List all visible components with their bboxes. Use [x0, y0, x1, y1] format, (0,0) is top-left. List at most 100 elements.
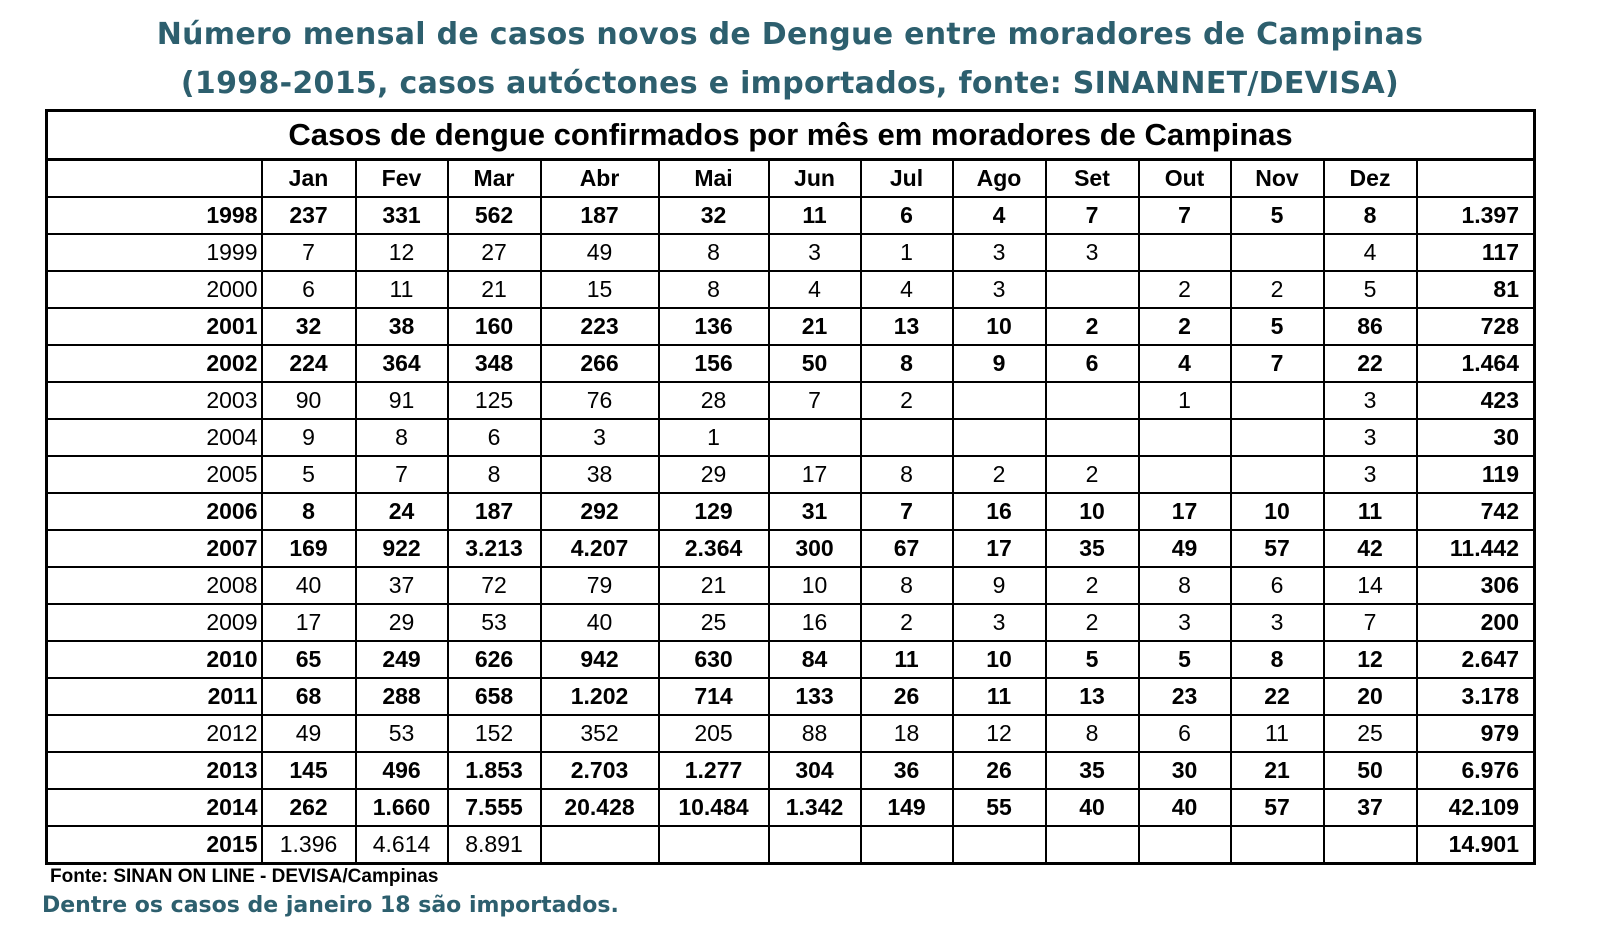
month-cell: 35 [1044, 751, 1140, 790]
total-cell: 979 [1415, 714, 1536, 753]
month-cell: 8 [1044, 714, 1140, 753]
column-header: Abr [539, 158, 660, 198]
month-cell: 10.484 [657, 788, 770, 827]
month-cell: 5 [1229, 307, 1325, 346]
total-cell: 1.397 [1415, 196, 1536, 235]
month-cell: 3 [1137, 603, 1232, 642]
table-row: 2009 17 29 53 40 25 16 2 3 2 3 3 7 200 [45, 603, 1536, 642]
year-cell: 2007 [45, 529, 263, 568]
month-cell [1137, 455, 1232, 494]
month-cell: 156 [657, 344, 770, 383]
month-cell: 8 [859, 566, 954, 605]
month-cell: 2 [1044, 603, 1140, 642]
column-header: Dez [1322, 158, 1418, 198]
table-row: 2005 5 7 8 38 29 17 8 2 2 3 119 [45, 455, 1536, 494]
month-cell: 1.277 [657, 751, 770, 790]
month-cell: 27 [446, 233, 542, 272]
page-title: Número mensal de casos novos de Dengue e… [156, 17, 1424, 52]
month-cell: 133 [767, 677, 862, 716]
month-cell: 67 [859, 529, 954, 568]
month-cell: 288 [354, 677, 449, 716]
year-cell: 1998 [45, 196, 263, 235]
month-cell: 12 [1322, 640, 1418, 679]
month-cell: 21 [1229, 751, 1325, 790]
month-cell: 11 [767, 196, 862, 235]
month-cell [859, 825, 954, 865]
month-cell: 136 [657, 307, 770, 346]
month-cell: 125 [446, 381, 542, 420]
month-cell: 8 [1229, 640, 1325, 679]
month-cell: 223 [539, 307, 660, 346]
month-cell [859, 418, 954, 457]
month-cell: 7 [1044, 196, 1140, 235]
month-cell: 32 [260, 307, 357, 346]
month-cell: 364 [354, 344, 449, 383]
source-note: Fonte: SINAN ON LINE - DEVISA/Campinas [50, 866, 439, 887]
month-cell: 25 [1322, 714, 1418, 753]
month-cell: 10 [951, 307, 1047, 346]
month-cell: 17 [1137, 492, 1232, 531]
month-cell: 37 [1322, 788, 1418, 827]
month-cell: 76 [539, 381, 660, 420]
month-cell: 160 [446, 307, 542, 346]
month-cell: 922 [354, 529, 449, 568]
month-cell: 36 [859, 751, 954, 790]
table-row: 2008 40 37 72 79 21 10 8 9 2 8 6 14 306 [45, 566, 1536, 605]
total-cell: 14.901 [1415, 825, 1536, 865]
month-cell: 50 [767, 344, 862, 383]
month-cell: 3 [951, 270, 1047, 309]
month-cell: 2 [1044, 455, 1140, 494]
month-cell: 2 [951, 455, 1047, 494]
total-cell: 6.976 [1415, 751, 1536, 790]
month-cell: 2 [1137, 270, 1232, 309]
month-cell: 8 [260, 492, 357, 531]
month-cell: 30 [1137, 751, 1232, 790]
month-cell: 237 [260, 196, 357, 235]
column-header: Ago [951, 158, 1047, 198]
month-cell: 2 [859, 381, 954, 420]
month-cell: 262 [260, 788, 357, 827]
month-cell: 42 [1322, 529, 1418, 568]
column-header [45, 158, 263, 198]
month-cell: 348 [446, 344, 542, 383]
month-cell: 11 [951, 677, 1047, 716]
year-cell: 2005 [45, 455, 263, 494]
month-cell: 5 [1322, 270, 1418, 309]
month-cell: 6 [859, 196, 954, 235]
table-row: 2000 6 11 21 15 8 4 4 3 2 2 5 81 [45, 270, 1536, 309]
total-cell: 200 [1415, 603, 1536, 642]
month-cell [1137, 418, 1232, 457]
column-header: Mar [446, 158, 542, 198]
table-row: 2002 224 364 348 266 156 50 8 9 6 4 7 22 1.464 [45, 344, 1536, 383]
month-cell: 13 [1044, 677, 1140, 716]
month-cell: 7 [354, 455, 449, 494]
month-cell [1137, 233, 1232, 272]
footnote: Dentre os casos de janeiro 18 são import… [42, 893, 619, 918]
month-cell: 40 [1044, 788, 1140, 827]
month-cell [767, 418, 862, 457]
month-cell: 300 [767, 529, 862, 568]
month-cell: 3 [539, 418, 660, 457]
month-cell: 38 [354, 307, 449, 346]
month-cell: 7 [1322, 603, 1418, 642]
month-cell: 21 [657, 566, 770, 605]
month-cell: 8 [446, 455, 542, 494]
month-cell: 13 [859, 307, 954, 346]
year-cell: 2015 [45, 825, 263, 865]
month-cell: 942 [539, 640, 660, 679]
month-cell: 224 [260, 344, 357, 383]
month-cell: 7 [859, 492, 954, 531]
month-cell: 26 [859, 677, 954, 716]
month-cell [767, 825, 862, 865]
column-header: Fev [354, 158, 449, 198]
month-cell: 50 [1322, 751, 1418, 790]
year-cell: 2008 [45, 566, 263, 605]
month-cell: 72 [446, 566, 542, 605]
table-row: 2007 169 922 3.213 4.207 2.364 300 67 17 35 49 57 42… [45, 529, 1536, 568]
table-row: 2012 49 53 152 352 205 88 18 12 8 6 11 25 979 [45, 714, 1536, 753]
month-cell: 187 [446, 492, 542, 531]
month-cell: 8 [657, 233, 770, 272]
month-cell: 40 [539, 603, 660, 642]
month-cell [539, 825, 660, 865]
month-cell: 8 [657, 270, 770, 309]
